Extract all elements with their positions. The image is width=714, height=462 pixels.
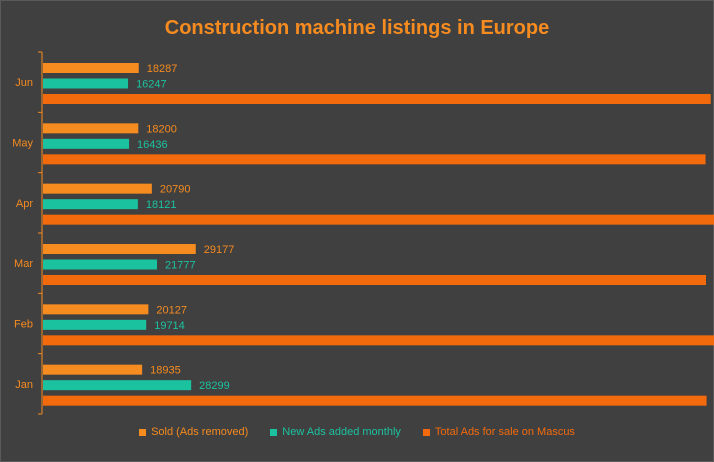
legend-item-new-ads: New Ads added monthly bbox=[270, 426, 401, 438]
y-tick-label-feb: Feb bbox=[14, 319, 33, 331]
legend-label-new-ads: New Ads added monthly bbox=[282, 426, 401, 438]
bar-new-ads-jan bbox=[43, 380, 192, 391]
y-tick-label-may: May bbox=[12, 138, 33, 150]
data-label-sold-mar: 29177 bbox=[204, 244, 235, 256]
bar-new-ads-apr bbox=[43, 199, 138, 210]
data-label-sold-feb: 20127 bbox=[156, 304, 187, 316]
data-label-new-ads-jan: 28299 bbox=[199, 380, 230, 392]
legend-label-sold: Sold (Ads removed) bbox=[151, 426, 249, 438]
y-tick-label-apr: Apr bbox=[16, 198, 33, 210]
bar-sold-mar bbox=[43, 244, 196, 254]
data-label-new-ads-apr: 18121 bbox=[146, 199, 177, 211]
bar-total-jan bbox=[43, 395, 707, 406]
legend-item-sold: Sold (Ads removed) bbox=[139, 426, 248, 438]
bar-total-jun bbox=[43, 94, 711, 104]
data-label-new-ads-jun: 16247 bbox=[136, 79, 167, 91]
legend-item-total: Total Ads for sale on Mascus bbox=[422, 426, 575, 438]
legend-swatch-total bbox=[422, 428, 430, 436]
legend-label-total: Total Ads for sale on Mascus bbox=[434, 426, 575, 438]
legend-swatch-new-ads bbox=[270, 428, 278, 436]
data-label-sold-jan: 18935 bbox=[150, 365, 181, 377]
bar-total-feb bbox=[43, 335, 714, 346]
y-tick-label-jan: Jan bbox=[15, 379, 33, 391]
bar-sold-apr bbox=[43, 183, 152, 194]
data-label-new-ads-feb: 19714 bbox=[154, 320, 185, 332]
bar-new-ads-may bbox=[43, 138, 130, 149]
bar-sold-feb bbox=[43, 304, 149, 315]
bar-new-ads-mar bbox=[43, 259, 158, 270]
bar-total-may bbox=[43, 154, 706, 165]
bar-new-ads-jun bbox=[43, 78, 129, 89]
data-label-sold-may: 18200 bbox=[146, 123, 177, 135]
bar-new-ads-feb bbox=[43, 319, 147, 330]
bar-total-mar bbox=[43, 275, 707, 285]
legend-swatch-sold bbox=[139, 428, 147, 436]
data-label-sold-apr: 20790 bbox=[160, 184, 191, 196]
bar-sold-jan bbox=[43, 364, 143, 375]
bar-sold-jun bbox=[43, 63, 139, 73]
chart-title: Construction machine listings in Europe bbox=[164, 17, 550, 39]
y-tick-label-jun: Jun bbox=[15, 77, 33, 89]
data-label-sold-jun: 18287 bbox=[147, 63, 178, 75]
y-tick-label-mar: Mar bbox=[14, 258, 33, 270]
bar-sold-may bbox=[43, 123, 139, 134]
data-label-new-ads-may: 16436 bbox=[137, 139, 168, 151]
bar-total-apr bbox=[43, 214, 714, 225]
data-label-new-ads-mar: 21777 bbox=[165, 260, 196, 272]
legend: Sold (Ads removed) New Ads added monthly… bbox=[0, 426, 714, 438]
